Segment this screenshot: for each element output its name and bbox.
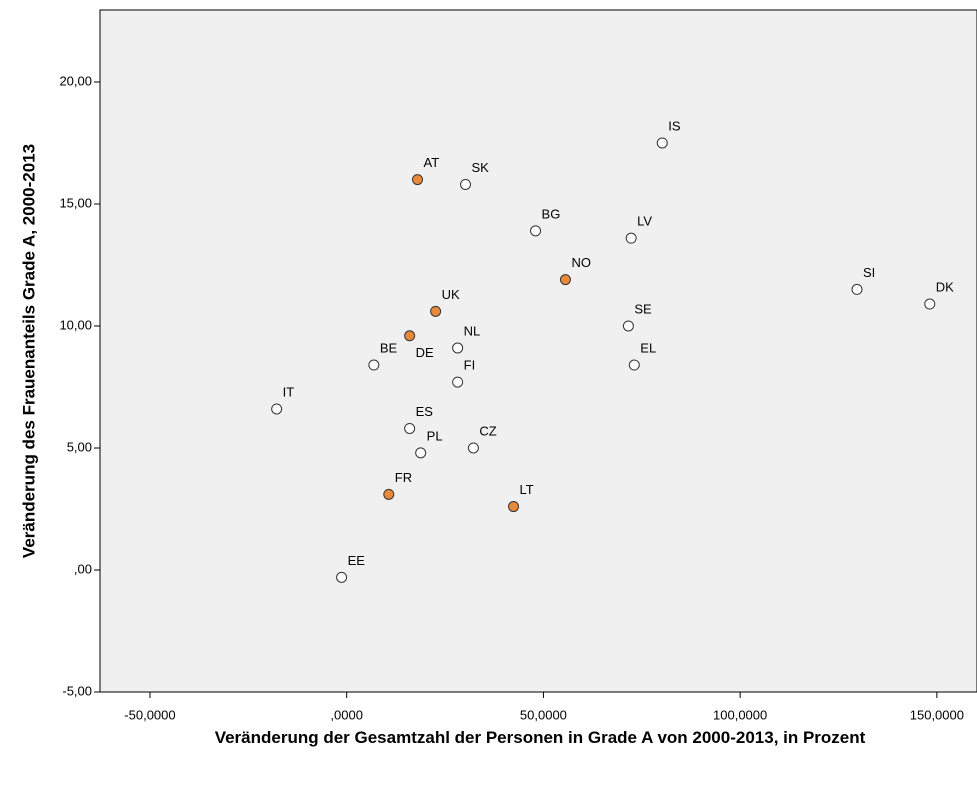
point-label: SE <box>634 301 652 316</box>
point <box>271 403 283 415</box>
y-tick-label: -5,00 <box>62 683 92 698</box>
point-label: AT <box>424 155 440 170</box>
point <box>851 283 863 295</box>
point <box>628 359 640 371</box>
point-label: FI <box>464 358 476 373</box>
point <box>404 422 416 434</box>
x-tick-label: -50,0000 <box>124 707 175 722</box>
point-label: SK <box>472 160 490 175</box>
point <box>467 442 479 454</box>
point-label: FR <box>395 470 412 485</box>
point <box>415 447 427 459</box>
point <box>430 305 442 317</box>
point-label: IT <box>283 384 295 399</box>
point <box>336 571 348 583</box>
point <box>656 137 668 149</box>
point <box>404 330 416 342</box>
point-label: DK <box>936 279 954 294</box>
x-tick-label: ,0000 <box>330 707 363 722</box>
y-tick-label: 5,00 <box>67 439 92 454</box>
point <box>622 320 634 332</box>
point-label: LV <box>637 214 652 229</box>
point <box>383 488 395 500</box>
point-label: UK <box>442 287 460 302</box>
point <box>625 232 637 244</box>
point <box>452 376 464 388</box>
point-label: LT <box>520 482 534 497</box>
y-tick-label: 20,00 <box>59 73 92 88</box>
y-tick-label: 15,00 <box>59 195 92 210</box>
point-label: PL <box>427 428 443 443</box>
x-axis-title: Veränderung der Gesamtzahl der Personen … <box>214 728 866 747</box>
x-tick-label: 150,0000 <box>910 707 964 722</box>
point-label: NO <box>571 255 591 270</box>
point-label: DE <box>416 345 434 360</box>
point-label: IS <box>668 118 681 133</box>
point <box>530 225 542 237</box>
point-label: SI <box>863 265 875 280</box>
point-label: BE <box>380 340 398 355</box>
x-tick-label: 100,0000 <box>713 707 767 722</box>
point-label: BG <box>542 206 561 221</box>
point <box>460 178 472 190</box>
point <box>508 501 520 513</box>
point <box>452 342 464 354</box>
plot-area <box>99 9 977 693</box>
point <box>559 274 571 286</box>
point-label: CZ <box>479 423 496 438</box>
point-label: EL <box>640 340 656 355</box>
y-axis-title: Veränderung des Frauenanteils Grade A, 2… <box>19 144 38 558</box>
y-tick-label: 10,00 <box>59 317 92 332</box>
point <box>368 359 380 371</box>
point-label: ES <box>416 404 434 419</box>
point-label: NL <box>464 323 481 338</box>
point <box>412 174 424 186</box>
point <box>924 298 936 310</box>
y-tick-label: ,00 <box>74 561 92 576</box>
x-tick-label: 50,0000 <box>520 707 567 722</box>
point-label: EE <box>348 553 366 568</box>
